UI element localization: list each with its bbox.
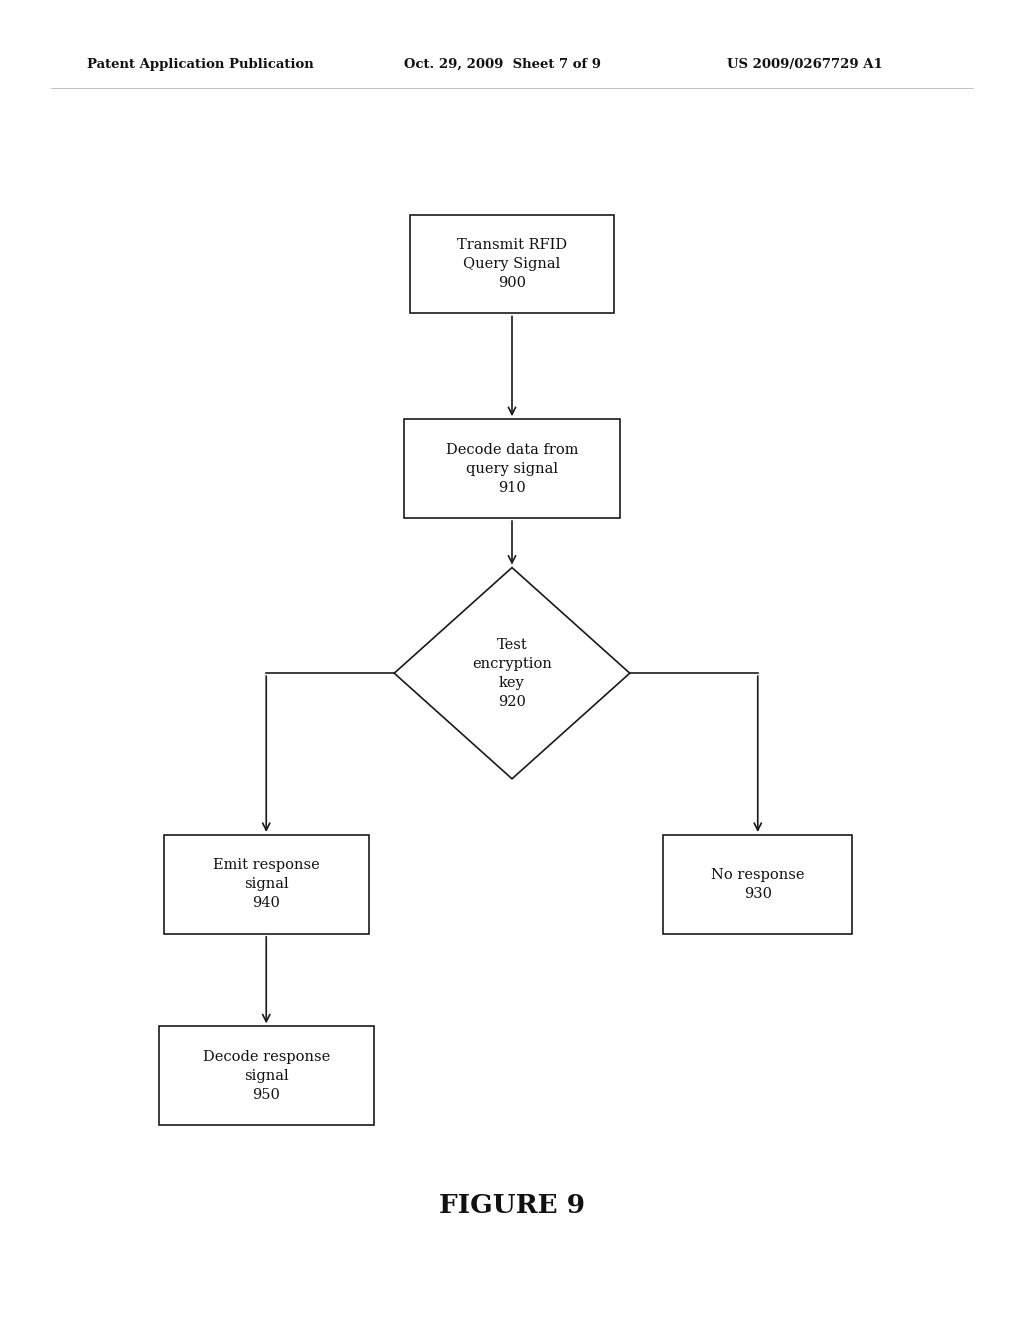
FancyBboxPatch shape: [410, 214, 614, 313]
Text: Patent Application Publication: Patent Application Publication: [87, 58, 313, 71]
Text: FIGURE 9: FIGURE 9: [439, 1193, 585, 1217]
Text: US 2009/0267729 A1: US 2009/0267729 A1: [727, 58, 883, 71]
Text: Oct. 29, 2009  Sheet 7 of 9: Oct. 29, 2009 Sheet 7 of 9: [404, 58, 601, 71]
FancyBboxPatch shape: [159, 1027, 374, 1125]
Text: No response
930: No response 930: [711, 869, 805, 900]
Text: Test
encryption
key
920: Test encryption key 920: [472, 638, 552, 709]
FancyBboxPatch shape: [404, 420, 620, 517]
FancyBboxPatch shape: [664, 834, 852, 935]
Text: Decode response
signal
950: Decode response signal 950: [203, 1049, 330, 1102]
Text: Emit response
signal
940: Emit response signal 940: [213, 858, 319, 911]
Text: Decode data from
query signal
910: Decode data from query signal 910: [445, 442, 579, 495]
FancyBboxPatch shape: [164, 834, 369, 935]
Polygon shape: [394, 568, 630, 779]
Text: Transmit RFID
Query Signal
900: Transmit RFID Query Signal 900: [457, 238, 567, 290]
